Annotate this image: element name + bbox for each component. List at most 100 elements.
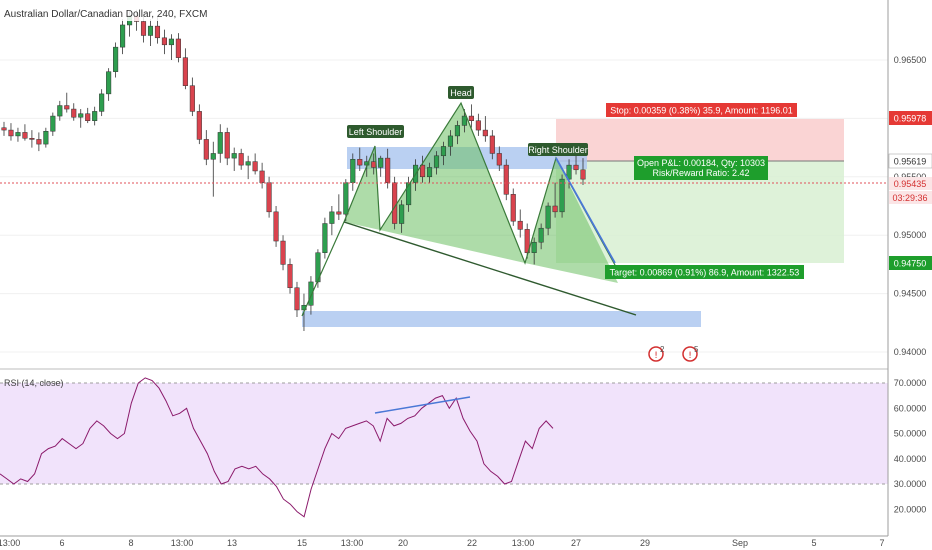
candle-body <box>545 205 551 229</box>
candle-body <box>329 211 335 224</box>
rsi-tick-label: 20.0000 <box>894 504 927 514</box>
svg-text:Open P&L: 0.00184, Qty: 10303: Open P&L: 0.00184, Qty: 10303 <box>637 158 765 168</box>
candle-body <box>580 169 586 180</box>
candle-body <box>531 241 537 253</box>
rsi-tick-label: 30.0000 <box>894 479 927 489</box>
candle-body <box>573 164 579 171</box>
time-tick-label: 5 <box>811 538 816 548</box>
entry-price-tag: 0.95619 <box>888 153 932 169</box>
candle-body <box>378 157 384 168</box>
support-zone <box>302 311 701 327</box>
rsi-tick-label: 50.0000 <box>894 429 927 439</box>
candle-body <box>189 85 195 112</box>
stop-price-tag: 0.95978 <box>889 111 932 125</box>
svg-text:03:29:36: 03:29:36 <box>892 193 927 203</box>
candle-body <box>43 130 49 145</box>
candle-body <box>294 287 300 311</box>
svg-text:2: 2 <box>660 345 665 354</box>
price-tick-label: 0.94000 <box>894 347 927 357</box>
price-tick-label: 0.96500 <box>894 55 927 65</box>
pattern-outline <box>301 101 616 317</box>
candle-body <box>343 182 349 215</box>
candle-body <box>29 138 35 140</box>
time-tick-label: 8 <box>128 538 133 548</box>
projection-arrow <box>555 157 616 264</box>
svg-text:Risk/Reward Ratio: 2.42: Risk/Reward Ratio: 2.42 <box>652 168 749 178</box>
price-tick-label: 0.94500 <box>894 289 927 299</box>
rsi-tick-label: 70.0000 <box>894 378 927 388</box>
svg-text:Left Shoulder: Left Shoulder <box>349 127 403 137</box>
candle-body <box>287 264 293 289</box>
candle-body <box>503 164 509 195</box>
svg-text:!: ! <box>654 351 658 361</box>
candle-body <box>559 178 565 213</box>
target-label: Target: 0.00869 (0.91%) 86.9, Amount: 13… <box>605 265 804 279</box>
candle-body <box>371 161 377 168</box>
svg-text:5: 5 <box>694 345 699 354</box>
candle-body <box>433 155 440 168</box>
candle-body <box>85 113 91 121</box>
svg-text:Head: Head <box>450 88 472 98</box>
svg-text:0.95619: 0.95619 <box>894 157 927 167</box>
neckline <box>343 221 637 316</box>
time-tick-label: 7 <box>879 538 884 548</box>
candle-body <box>315 252 321 283</box>
svg-text:0.95978: 0.95978 <box>894 114 927 124</box>
time-tick-label: 13:00 <box>512 538 535 548</box>
time-tick-label: 15 <box>297 538 307 548</box>
candle-body <box>78 113 84 118</box>
right-shoulder-label: Right Shoulder <box>528 143 588 156</box>
candle-body <box>71 108 77 118</box>
candle-body <box>99 93 105 112</box>
candle-body <box>57 105 63 117</box>
candle-body <box>496 153 502 166</box>
candle-body <box>36 139 42 145</box>
candle-body <box>22 132 28 139</box>
head-label: Head <box>448 86 474 99</box>
time-tick-label: 13:00 <box>341 538 364 548</box>
candle-body <box>161 37 167 46</box>
price-tick-label: 0.95000 <box>894 230 927 240</box>
time-tick-label: 13:00 <box>0 538 20 548</box>
candle-body <box>224 132 230 159</box>
candle-body <box>517 220 523 230</box>
svg-text:0.94750: 0.94750 <box>894 259 927 269</box>
candle-body <box>350 159 356 183</box>
event-badge-2[interactable]: ! 5 <box>682 345 699 362</box>
candle-body <box>454 125 460 137</box>
pattern-wave-1 <box>344 146 380 230</box>
target-price-tag: 0.94750 <box>889 256 932 270</box>
candle-body <box>154 25 161 39</box>
candle-body <box>357 159 363 166</box>
rsi-axis-ticks: 70.0000 60.0000 50.0000 40.0000 30.0000 20.00… <box>894 378 927 514</box>
candle-body <box>461 115 467 126</box>
candle-body <box>524 229 530 253</box>
candle-body <box>217 132 223 154</box>
time-tick-label: 27 <box>571 538 581 548</box>
candle-body <box>64 105 70 110</box>
candle-body <box>15 132 21 137</box>
time-tick-label: 6 <box>59 538 64 548</box>
candle-body <box>1 127 7 131</box>
candle-body <box>266 182 272 213</box>
current-price-tag: 0.95435 03:29:36 <box>889 177 932 204</box>
pattern-wave-3 <box>525 158 618 283</box>
event-badge-1[interactable]: ! 2 <box>648 345 665 362</box>
symbol-title: Australian Dollar/Canadian Dollar, 240, … <box>4 9 207 20</box>
rsi-divergence-line <box>374 396 471 414</box>
candle-body <box>420 164 426 178</box>
candle-body <box>552 205 558 213</box>
price-axis[interactable] <box>888 0 932 550</box>
candle-body <box>475 120 481 131</box>
candle-body <box>8 129 14 137</box>
time-tick-label: 29 <box>640 538 650 548</box>
candle-body <box>147 25 154 36</box>
candle-body <box>175 38 181 58</box>
candle-body <box>308 281 314 306</box>
candle-body <box>538 227 544 243</box>
time-axis[interactable]: 13:00 6 8 13:00 13 15 13:00 20 22 13:00 27 29 Sep 5 7 <box>0 538 885 548</box>
time-tick-label: Sep <box>732 538 748 548</box>
candle-body <box>210 153 216 160</box>
left-shoulder-label: Left Shoulder <box>347 125 404 138</box>
